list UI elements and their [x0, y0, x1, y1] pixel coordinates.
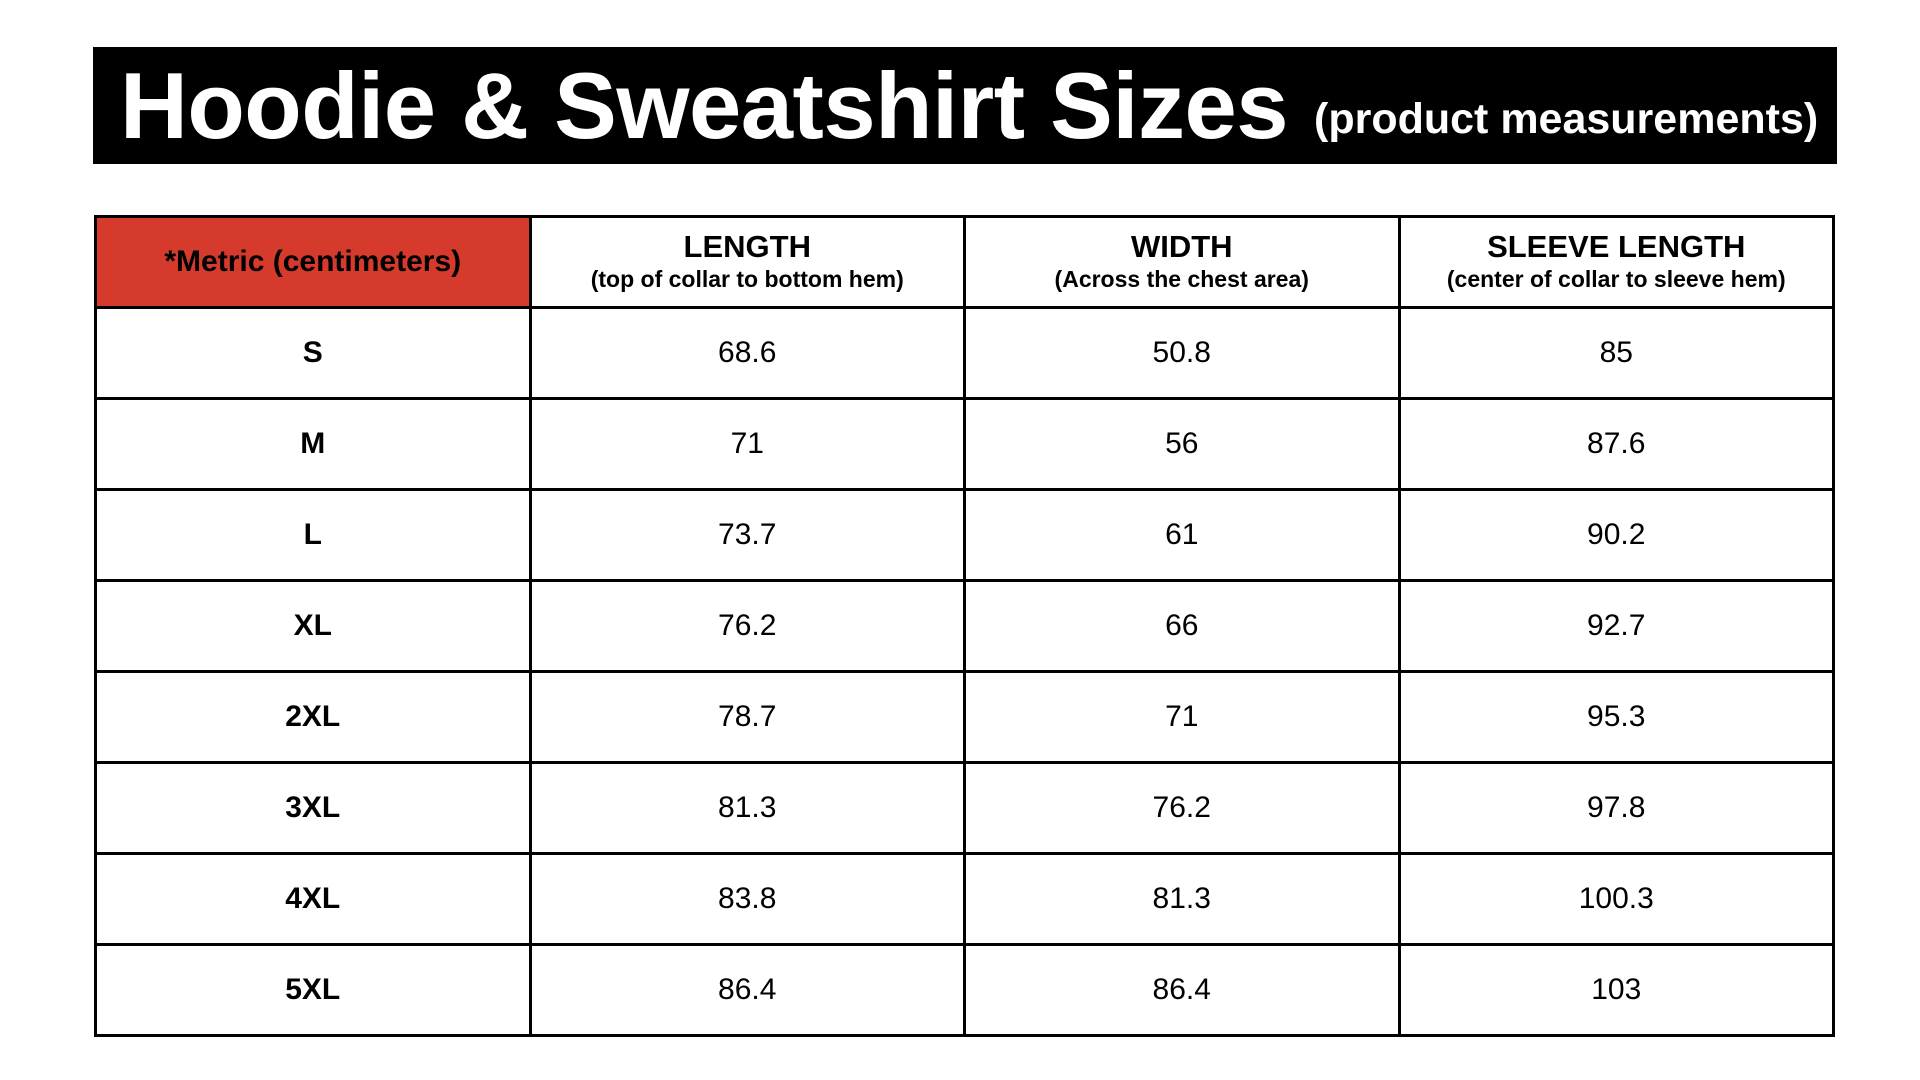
column-subtitle: (top of collar to bottom hem) [590, 265, 904, 292]
length-value: 86.4 [528, 943, 966, 1037]
page-subtitle: (product measurements) [1314, 95, 1819, 143]
column-title: SLEEVE LENGTH [1487, 229, 1746, 265]
column-header-width: WIDTH (Across the chest area) [963, 215, 1401, 309]
length-value: 71 [528, 397, 966, 491]
table-row: 3XL 81.3 76.2 97.8 [94, 761, 1835, 855]
sleeve-length-value: 90.2 [1397, 488, 1835, 582]
size-chart-table: *Metric (centimeters) LENGTH (top of col… [94, 215, 1835, 1037]
width-value: 71 [963, 670, 1401, 764]
sleeve-length-value: 103 [1397, 943, 1835, 1037]
table-row: M 71 56 87.6 [94, 397, 1835, 491]
sleeve-length-value: 97.8 [1397, 761, 1835, 855]
size-label: 4XL [94, 852, 532, 946]
table-row: 2XL 78.7 71 95.3 [94, 670, 1835, 764]
length-value: 68.6 [528, 306, 966, 400]
table-row: XL 76.2 66 92.7 [94, 579, 1835, 673]
length-value: 76.2 [528, 579, 966, 673]
sleeve-length-value: 87.6 [1397, 397, 1835, 491]
table-row: L 73.7 61 90.2 [94, 488, 1835, 582]
column-header-sleeve-length: SLEEVE LENGTH (center of collar to sleev… [1397, 215, 1835, 309]
size-label: XL [94, 579, 532, 673]
column-subtitle: (Across the chest area) [1054, 265, 1309, 292]
table-header-row: *Metric (centimeters) LENGTH (top of col… [94, 215, 1835, 309]
sleeve-length-value: 100.3 [1397, 852, 1835, 946]
width-value: 61 [963, 488, 1401, 582]
page-title: Hoodie & Sweatshirt Sizes [120, 52, 1289, 158]
length-value: 78.7 [528, 670, 966, 764]
table-row: 5XL 86.4 86.4 103 [94, 943, 1835, 1037]
size-label: S [94, 306, 532, 400]
width-value: 56 [963, 397, 1401, 491]
size-label: 2XL [94, 670, 532, 764]
size-label: 5XL [94, 943, 532, 1037]
title-banner: Hoodie & Sweatshirt Sizes (product measu… [93, 47, 1837, 164]
length-value: 73.7 [528, 488, 966, 582]
size-label: 3XL [94, 761, 532, 855]
length-value: 83.8 [528, 852, 966, 946]
size-label: M [94, 397, 532, 491]
size-label: L [94, 488, 532, 582]
width-value: 50.8 [963, 306, 1401, 400]
sleeve-length-value: 92.7 [1397, 579, 1835, 673]
length-value: 81.3 [528, 761, 966, 855]
sleeve-length-value: 95.3 [1397, 670, 1835, 764]
sleeve-length-value: 85 [1397, 306, 1835, 400]
table-row: 4XL 83.8 81.3 100.3 [94, 852, 1835, 946]
column-subtitle: (center of collar to sleeve hem) [1446, 265, 1786, 292]
column-header-length: LENGTH (top of collar to bottom hem) [528, 215, 966, 309]
width-value: 81.3 [963, 852, 1401, 946]
table-row: S 68.6 50.8 85 [94, 306, 1835, 400]
column-title: WIDTH [1130, 229, 1233, 265]
unit-label-cell: *Metric (centimeters) [94, 215, 532, 309]
width-value: 86.4 [963, 943, 1401, 1037]
width-value: 76.2 [963, 761, 1401, 855]
column-title: LENGTH [683, 229, 811, 265]
width-value: 66 [963, 579, 1401, 673]
